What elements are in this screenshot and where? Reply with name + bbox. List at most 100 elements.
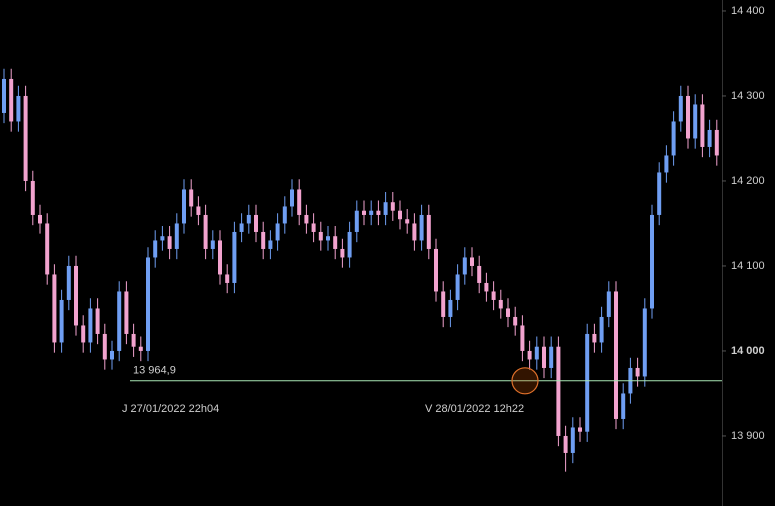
- date-annotation: V 28/01/2022 12h22: [425, 403, 524, 415]
- candle-body: [138, 346, 143, 351]
- candle-body: [232, 231, 237, 283]
- candle-body: [484, 282, 489, 292]
- candle-body: [66, 265, 71, 300]
- candle-body: [225, 274, 230, 283]
- candle-body: [347, 231, 352, 258]
- candle-body: [592, 333, 597, 343]
- candle-body: [520, 325, 525, 351]
- candle-body: [506, 308, 510, 317]
- candle-body: [354, 210, 359, 232]
- candle-body: [146, 257, 150, 351]
- candle-body: [693, 104, 698, 139]
- candle-body: [38, 214, 42, 224]
- candle-body: [578, 427, 582, 432]
- candle-body: [556, 346, 561, 436]
- candle-body: [707, 129, 712, 147]
- candle-body: [614, 291, 618, 419]
- candle-body: [650, 214, 654, 309]
- candle-body: [218, 240, 222, 275]
- candle-body: [599, 316, 604, 343]
- candle-body: [477, 265, 482, 283]
- candle-body: [678, 95, 683, 122]
- candle-body: [491, 291, 496, 300]
- candle-body: [700, 104, 705, 147]
- candle-body: [160, 236, 165, 241]
- candle-body: [102, 333, 107, 360]
- candle-body: [398, 210, 402, 220]
- candle-body: [333, 236, 338, 249]
- candle-body: [95, 308, 100, 334]
- candle-body: [606, 291, 611, 317]
- candle-body: [282, 206, 287, 224]
- candle-body: [549, 346, 554, 368]
- candle-body: [124, 291, 129, 334]
- candle-body: [189, 189, 194, 207]
- candle-body: [297, 189, 302, 215]
- candle-body: [9, 78, 14, 122]
- candle-body: [383, 202, 388, 215]
- cursor-marker: [511, 367, 539, 395]
- candle-body: [657, 172, 662, 215]
- candle-body: [254, 214, 258, 232]
- candle-body: [81, 325, 86, 343]
- candle-body: [268, 240, 273, 249]
- candle-body: [210, 240, 215, 249]
- candle-body: [182, 189, 186, 224]
- y-tick-label: 14 300: [731, 90, 765, 102]
- candle-body: [52, 274, 57, 343]
- candle-body: [621, 393, 626, 419]
- candle-body: [635, 367, 640, 377]
- y-tick-label: 13 900: [731, 430, 765, 442]
- candle-body: [74, 265, 78, 326]
- candle-body: [671, 121, 676, 156]
- candle-body: [117, 291, 122, 351]
- candle-body: [563, 435, 568, 453]
- candle-body: [570, 427, 575, 453]
- candle-body: [426, 214, 431, 249]
- candle-body: [88, 308, 93, 343]
- date-annotation: J 27/01/2022 22h04: [122, 403, 219, 415]
- candle-body: [153, 240, 158, 258]
- candle-body: [369, 210, 374, 215]
- level-label: 13 964,9: [133, 365, 176, 377]
- candle-body: [448, 299, 453, 317]
- candle-body: [45, 223, 50, 275]
- candle-body: [542, 346, 546, 368]
- candle-body: [498, 299, 503, 309]
- candle-body: [686, 95, 690, 139]
- candle-body: [131, 333, 136, 347]
- candle-body: [59, 299, 64, 343]
- candle-body: [462, 257, 467, 275]
- candle-body: [2, 78, 6, 113]
- candle-body: [196, 206, 201, 215]
- candle-body: [275, 223, 280, 241]
- candle-body: [513, 316, 518, 326]
- candle-body: [23, 95, 28, 181]
- candle-body: [304, 214, 309, 224]
- candle-body: [434, 248, 438, 292]
- candle-body: [470, 257, 474, 266]
- candle-body: [261, 231, 266, 249]
- candle-body: [311, 223, 316, 232]
- candle-body: [362, 210, 366, 215]
- candle-body: [642, 308, 647, 377]
- y-tick-label: 14 000: [731, 345, 765, 357]
- candle-body: [203, 214, 208, 249]
- candle-body: [167, 236, 172, 249]
- candle-body: [534, 346, 539, 360]
- candle-body: [412, 223, 417, 241]
- y-tick-label: 14 400: [731, 5, 765, 17]
- candle-body: [376, 210, 381, 215]
- candle-body: [390, 202, 395, 211]
- candle-body: [290, 189, 294, 207]
- candle-body: [527, 350, 532, 360]
- candle-body: [326, 236, 330, 241]
- candle-body: [110, 350, 114, 360]
- candle-body: [714, 129, 719, 156]
- candle-body: [405, 219, 410, 224]
- candle-body: [30, 180, 35, 215]
- candle-body: [441, 291, 446, 317]
